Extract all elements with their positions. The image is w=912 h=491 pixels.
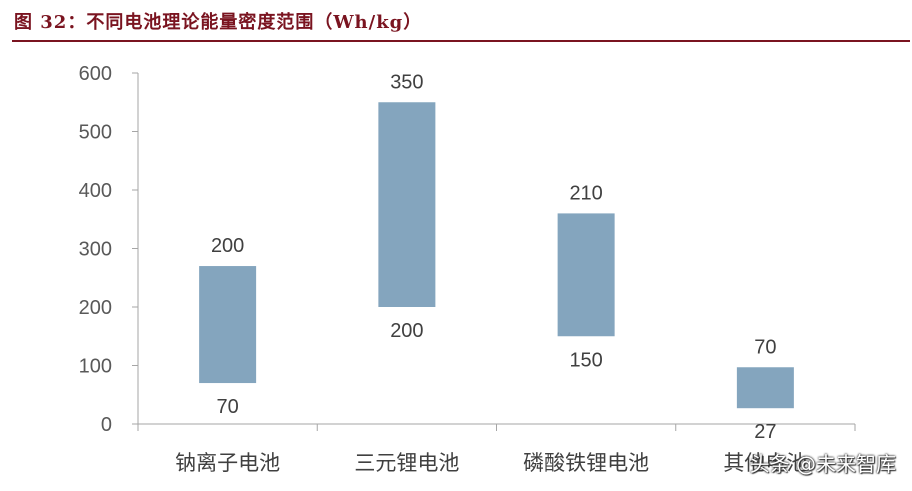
range-bar xyxy=(557,213,615,337)
range-bar xyxy=(378,102,436,307)
y-tick-label: 300 xyxy=(79,239,112,261)
y-tick-label: 200 xyxy=(79,297,112,319)
data-label-low: 150 xyxy=(569,349,602,371)
figure-title-bar: 图 32：不同电池理论能量密度范围（Wh/kg） xyxy=(14,6,422,36)
data-label-low: 27 xyxy=(754,421,776,443)
y-tick-label: 100 xyxy=(79,356,112,378)
y-tick-label: 500 xyxy=(79,122,112,144)
y-tick-label: 600 xyxy=(79,63,112,85)
y-tick-label: 0 xyxy=(101,414,112,436)
data-label-high: 210 xyxy=(569,182,602,204)
data-label-high: 70 xyxy=(754,336,776,358)
data-label-low: 200 xyxy=(390,320,423,342)
data-label-high: 200 xyxy=(211,235,244,257)
data-label-low: 70 xyxy=(217,396,239,418)
data-label-high: 350 xyxy=(390,71,423,93)
x-category-label: 三元锂电池 xyxy=(354,451,459,475)
x-category-label: 其他电池 xyxy=(723,451,807,475)
y-tick-label: 400 xyxy=(79,180,112,202)
title-divider xyxy=(12,40,910,42)
range-bar xyxy=(199,266,257,384)
range-bar xyxy=(736,367,794,409)
x-category-label: 磷酸铁锂电池 xyxy=(523,451,649,475)
figure-title: 图 32：不同电池理论能量密度范围（Wh/kg） xyxy=(14,12,423,33)
x-category-label: 钠离子电池 xyxy=(175,451,280,475)
watermark: 头条 @未来智库 xyxy=(749,452,896,476)
